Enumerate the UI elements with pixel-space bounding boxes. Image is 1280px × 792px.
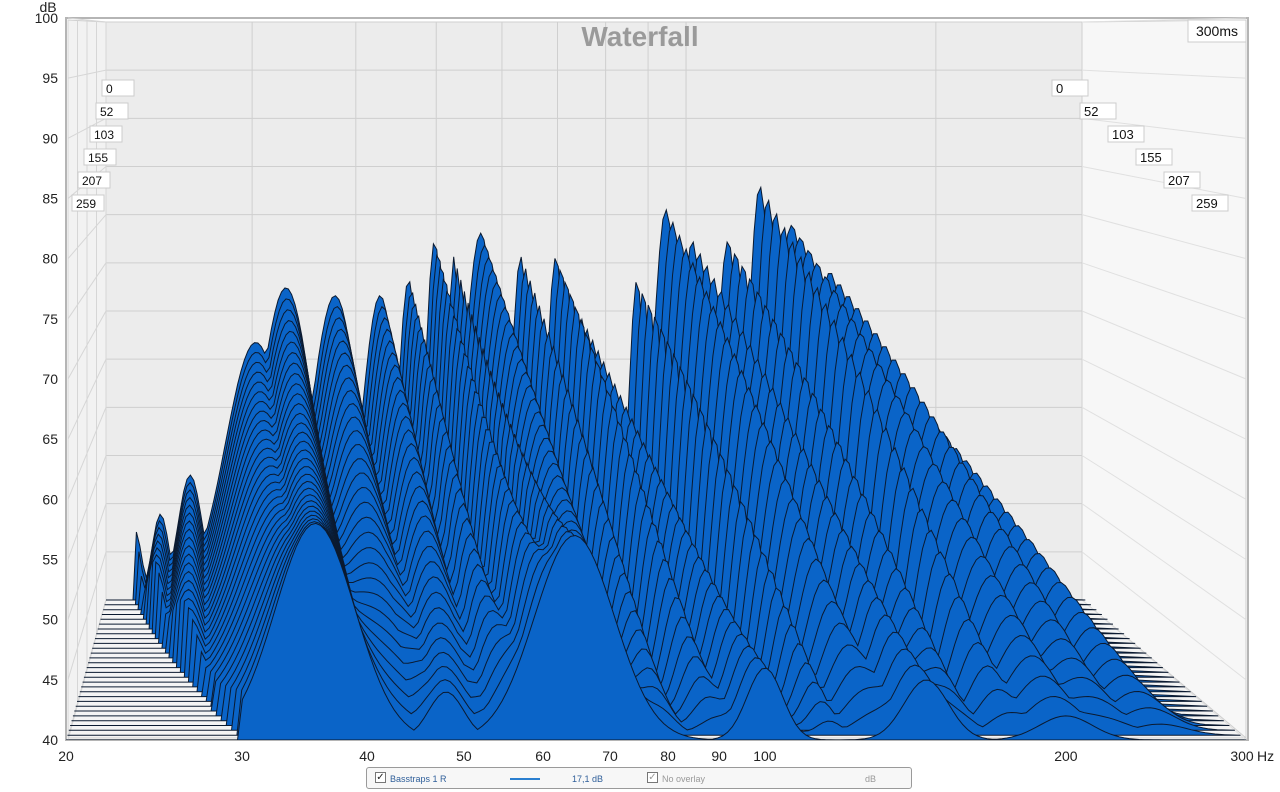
time-label-right-box-207 <box>1163 171 1201 189</box>
time-range-label: 300ms <box>1196 23 1238 39</box>
y-tick-50: 50 <box>42 612 58 628</box>
x-tick-50: 50 <box>456 748 472 764</box>
y-tick-90: 90 <box>42 130 58 146</box>
time-label-right-box-155 <box>1135 148 1173 166</box>
time-label-right-103: 103 <box>1112 127 1134 142</box>
time-label-left-155: 155 <box>88 151 108 165</box>
time-label-right-box-259 <box>1191 194 1229 212</box>
y-tick-60: 60 <box>42 491 58 507</box>
time-label-right-259: 259 <box>1196 196 1218 211</box>
legend-bar: ✓ Basstraps 1 R 17,1 dB ✓ No overlay dB <box>366 767 912 789</box>
y-tick-85: 85 <box>42 191 58 207</box>
time-label-left-box-259 <box>71 194 105 212</box>
y-tick-labels: 40 45 50 55 60 65 70 75 80 85 90 95 100 <box>35 10 59 748</box>
overlay-label: No overlay <box>662 774 706 784</box>
y-tick-95: 95 <box>42 70 58 86</box>
time-label-left-box-52 <box>95 102 129 120</box>
y-axis-label: dB <box>39 0 56 15</box>
time-range-box <box>1187 19 1247 43</box>
measurement-checkbox[interactable]: ✓ <box>375 772 386 783</box>
waterfall-slices <box>66 185 1246 740</box>
time-label-left-box-207 <box>77 171 111 189</box>
y-tick-75: 75 <box>42 311 58 327</box>
x-tick-100: 100 <box>753 748 777 764</box>
y-tick-45: 45 <box>42 672 58 688</box>
time-label-left-box-0 <box>101 79 135 97</box>
y-tick-65: 65 <box>42 431 58 447</box>
time-label-right-0: 0 <box>1056 81 1063 96</box>
measurement-value: 17,1 dB <box>572 774 604 784</box>
time-label-right-box-0 <box>1051 79 1089 97</box>
time-label-right-box-103 <box>1107 125 1145 143</box>
y-tick-40: 40 <box>42 732 58 748</box>
time-label-right-155: 155 <box>1140 150 1162 165</box>
measurement-name: Basstraps 1 R <box>390 774 447 784</box>
time-label-left-box-155 <box>83 148 117 166</box>
time-label-right-52: 52 <box>1084 104 1098 119</box>
overlay-checkbox[interactable]: ✓ <box>647 772 658 783</box>
y-tick-70: 70 <box>42 371 58 387</box>
time-label-left-box-103 <box>89 125 123 143</box>
x-tick-80: 80 <box>660 748 676 764</box>
waterfall-slice-29 <box>66 522 1246 740</box>
measurement-line-swatch <box>510 778 540 780</box>
x-tick-20: 20 <box>58 748 74 764</box>
x-tick-70: 70 <box>602 748 618 764</box>
x-tick-30: 30 <box>234 748 250 764</box>
x-axis-unit: Hz <box>1257 748 1274 764</box>
time-label-right-box-52 <box>1079 102 1117 120</box>
x-tick-90: 90 <box>711 748 727 764</box>
chart-title: Waterfall <box>581 21 698 52</box>
y-tick-100: 100 <box>35 10 59 26</box>
time-label-left-0: 0 <box>106 82 113 96</box>
time-label-left-207: 207 <box>82 174 102 188</box>
x-tick-60: 60 <box>535 748 551 764</box>
overlay-unit: dB <box>865 774 877 784</box>
time-label-left-259: 259 <box>76 197 96 211</box>
time-label-left-103: 103 <box>94 128 114 142</box>
time-labels-right: 0 52 103 155 207 259 <box>1051 79 1229 212</box>
y-tick-55: 55 <box>42 552 58 568</box>
time-label-right-207: 207 <box>1168 173 1190 188</box>
x-tick-300: 300 <box>1230 748 1254 764</box>
x-tick-labels: 20 30 40 50 60 70 80 90 100 200 300 <box>58 748 1254 764</box>
time-labels-left: 0 52 103 155 207 259 <box>71 79 135 212</box>
time-label-left-52: 52 <box>100 105 114 119</box>
x-tick-40: 40 <box>359 748 375 764</box>
y-tick-80: 80 <box>42 251 58 267</box>
x-tick-200: 200 <box>1054 748 1078 764</box>
